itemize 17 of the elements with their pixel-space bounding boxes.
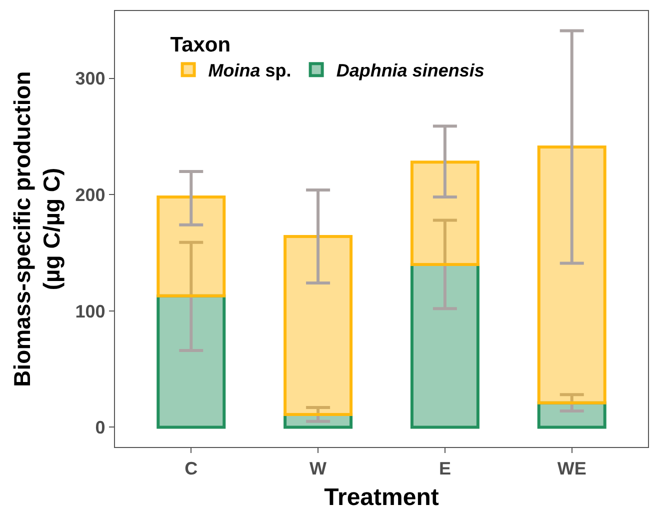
bar <box>284 235 353 416</box>
legend-label: Moina sp. <box>208 60 292 81</box>
x-tick-label: W <box>310 458 327 479</box>
bar <box>410 160 480 266</box>
x-tick-label: C <box>184 458 198 479</box>
x-axis-title: Treatment <box>324 484 439 511</box>
bar <box>537 146 606 404</box>
x-tick-label: E <box>438 458 451 479</box>
y-axis-title: Biomass-specific production (µg C/µg C) <box>8 71 65 387</box>
x-tick-label: WE <box>557 458 586 479</box>
y-tick-label: 200 <box>75 185 106 205</box>
y-tick-label: 300 <box>75 68 106 89</box>
y-tick-label: 100 <box>75 301 106 322</box>
y-tick-label: 0 <box>95 418 106 438</box>
legend-label: Daphnia sinensis <box>336 60 484 81</box>
legend-title: Taxon <box>170 33 231 56</box>
bar <box>156 196 226 298</box>
